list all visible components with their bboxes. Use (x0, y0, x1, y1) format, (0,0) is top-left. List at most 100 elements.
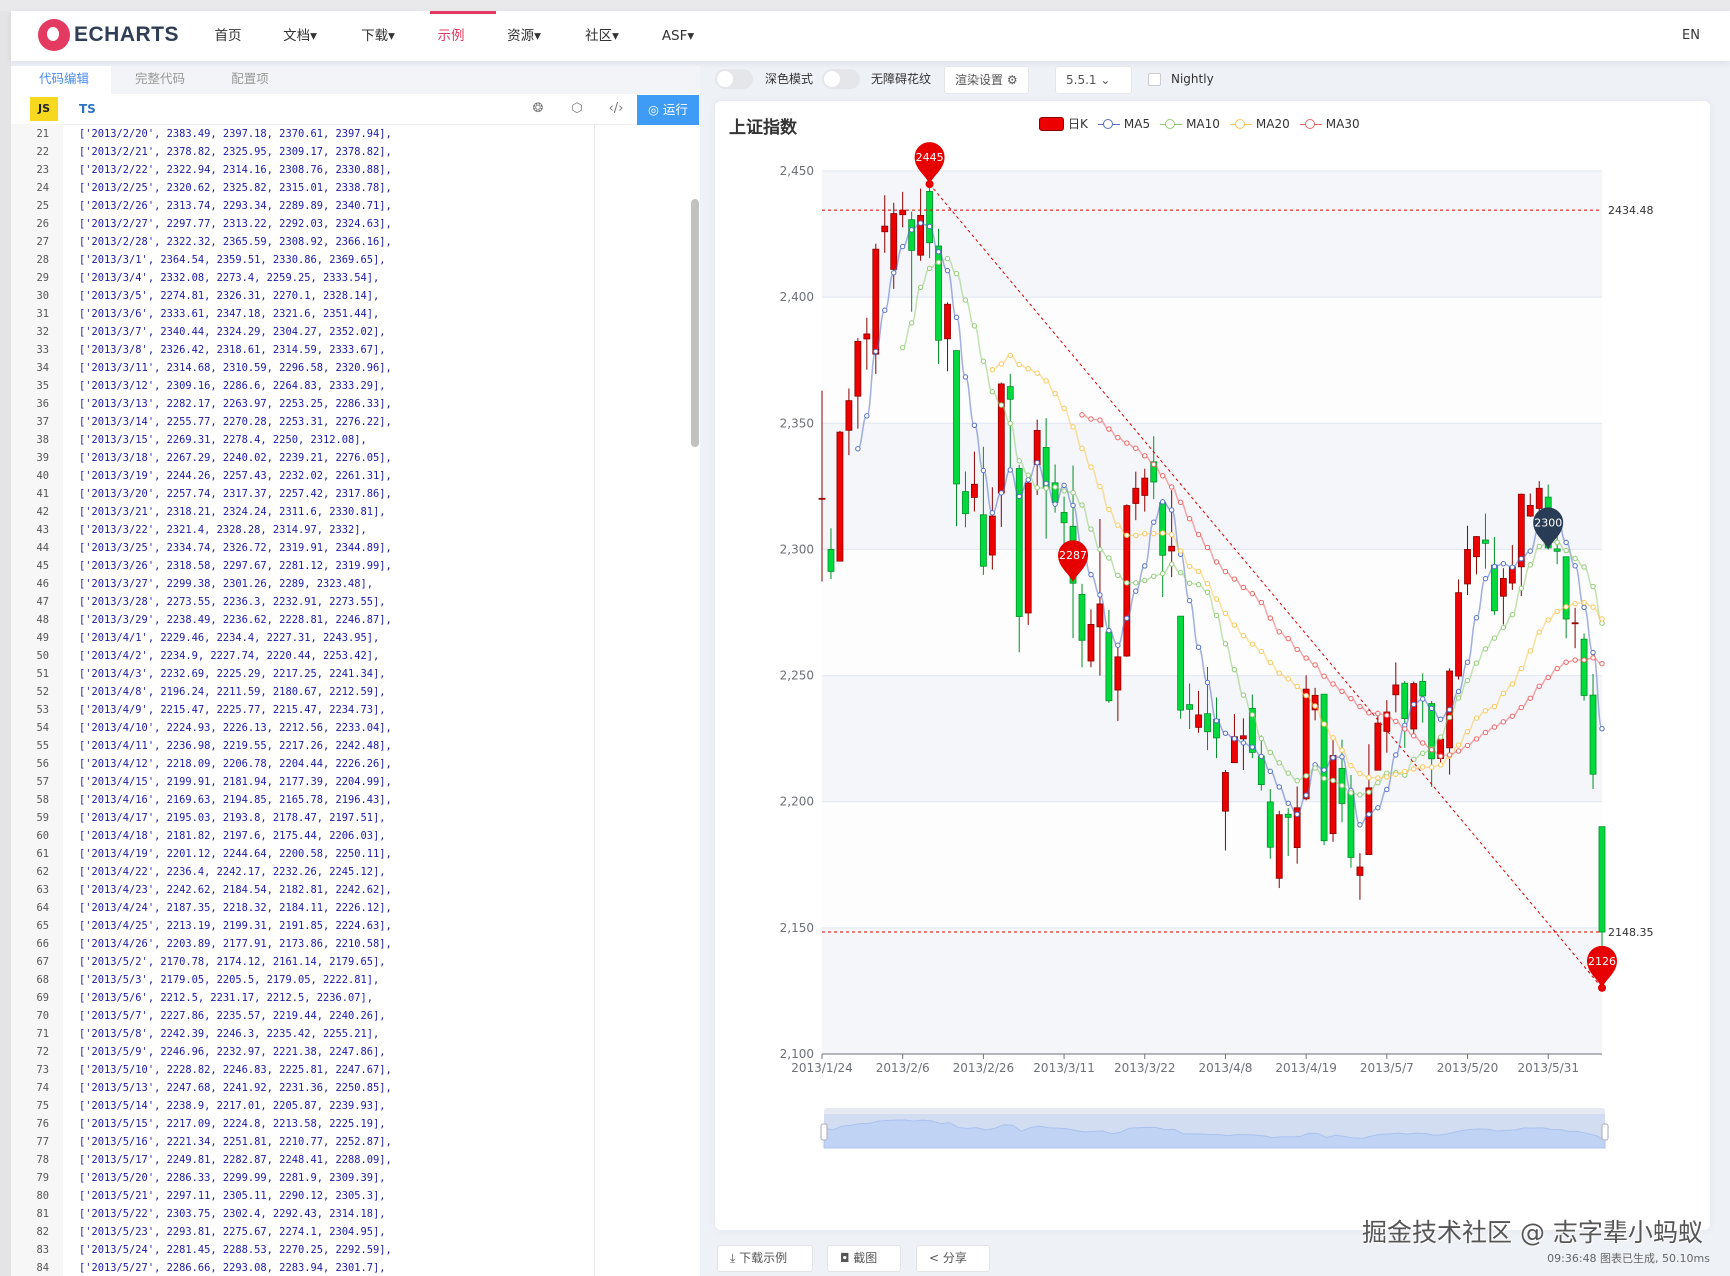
ma5-point (962, 374, 969, 380)
legend-item-ma20[interactable]: MA20 (1229, 117, 1290, 131)
legend-item-ma30[interactable]: MA30 (1299, 117, 1360, 131)
candle (818, 390, 826, 582)
ma20-point (1419, 764, 1426, 770)
echarts-logo[interactable]: ECHARTS (38, 19, 179, 51)
nightly-checkbox[interactable] (1148, 73, 1161, 86)
line-number: 78 (36, 1154, 49, 1166)
split-area (822, 675, 1602, 802)
code-text: ['2013/5/20', 2286.33, 2299.99, 2281.9, … (79, 1172, 386, 1184)
candle (845, 388, 853, 456)
candle-body (953, 350, 960, 485)
legend-item-ma5[interactable]: MA5 (1097, 117, 1150, 131)
code-text: ['2013/4/19', 2201.12, 2244.64, 2200.58,… (79, 848, 392, 860)
x-tick-label: 2013/3/22 (1114, 1061, 1176, 1075)
y-tick-label: 2,300 (780, 542, 814, 556)
mark-point-label: 2287 (1059, 549, 1087, 562)
ma20-point (1052, 390, 1058, 397)
ma30-point (1285, 635, 1291, 642)
code-line: 51 ['2013/4/3', 2232.69, 2225.29, 2217.25… (11, 665, 691, 683)
code-text: ['2013/5/14', 2238.9, 2217.01, 2205.87, … (79, 1100, 386, 1112)
screenshot-button[interactable]: ◘ 截图 (827, 1245, 901, 1272)
ma5-point (864, 413, 870, 419)
ma30-point (1079, 412, 1085, 418)
candlestick-chart[interactable]: 2,100 2,150 2,200 2,250 2,300 2,350 2,400 2,450… (715, 101, 1710, 1230)
y-tick-label: 2,150 (780, 921, 814, 935)
tab-options[interactable]: 配置项 (231, 71, 269, 86)
code-scrollbar[interactable] (691, 199, 699, 447)
nav-community[interactable]: 社区▾ (585, 28, 619, 44)
legend-item-daily-k[interactable]: 日K (1039, 115, 1088, 132)
ma5-point (1061, 482, 1067, 489)
ma5-point (1159, 499, 1166, 505)
datazoom-left-handle[interactable] (820, 1123, 828, 1141)
nav-home[interactable]: 首页 (214, 28, 242, 44)
ma5-point (1142, 563, 1148, 569)
ma10-point (1581, 564, 1587, 570)
ma30-point (1097, 417, 1103, 423)
ma5-point (1052, 501, 1058, 507)
line-number: 27 (36, 236, 49, 248)
browser-left-strip (0, 11, 11, 1276)
split-area (822, 297, 1602, 424)
code-icon[interactable]: ‹/› (608, 101, 624, 116)
code-line: 44 ['2013/3/25', 2334.74, 2326.72, 2319.9… (11, 539, 691, 557)
line-number: 51 (36, 668, 49, 680)
tab-full-code[interactable]: 完整代码 (134, 71, 186, 86)
ma10-point (1500, 624, 1507, 631)
print-margin (594, 124, 595, 1276)
code-line: 75 ['2013/5/14', 2238.9, 2217.01, 2205.87… (11, 1097, 691, 1115)
ma30-point (1231, 576, 1238, 582)
datazoom-right-handle[interactable] (1601, 1123, 1609, 1141)
code-text: ['2013/3/19', 2244.26, 2257.43, 2232.02,… (79, 470, 392, 482)
code-text: ['2013/4/12', 2218.09, 2206.78, 2204.44,… (79, 758, 392, 770)
ma30-point (1133, 445, 1139, 451)
language-switch[interactable]: EN (1682, 28, 1700, 43)
ma5-point (1446, 706, 1453, 713)
nav-examples[interactable]: 示例 (437, 28, 465, 44)
ma5-point (953, 314, 960, 321)
ma30-point (1168, 484, 1175, 490)
code-line: 54 ['2013/4/10', 2224.93, 2226.13, 2212.5… (11, 719, 691, 737)
lang-js-button[interactable]: JS (30, 97, 58, 121)
code-text: ['2013/4/11', 2236.98, 2219.55, 2217.26,… (79, 740, 392, 752)
nav-resources[interactable]: 资源▾ (507, 28, 541, 44)
ma20-point (1357, 770, 1363, 777)
code-text: ['2013/5/27', 2286.66, 2293.08, 2283.94,… (79, 1262, 386, 1274)
candle-body (1132, 487, 1140, 504)
ma5-point (989, 510, 996, 516)
ma20-point (1572, 601, 1578, 607)
legend-item-ma10[interactable]: MA10 (1160, 117, 1220, 131)
version-select[interactable]: 5.5.1 ⌄ (1055, 66, 1132, 94)
cube-icon[interactable]: ⬡ (571, 101, 583, 116)
format-icon[interactable]: ❂ (532, 101, 544, 116)
code-line: 80 ['2013/5/21', 2297.11, 2305.11, 2290.1… (11, 1187, 691, 1205)
y-tick-label: 2,450 (780, 164, 814, 178)
aria-toggle[interactable] (822, 69, 860, 89)
download-example-button[interactable]: ⤓ 下载示例 (717, 1245, 813, 1272)
nav-download[interactable]: 下载▾ (361, 28, 395, 44)
code-text: ['2013/3/14', 2255.77, 2270.28, 2253.31,… (79, 416, 392, 428)
tab-code-edit[interactable]: 代码编辑 (38, 71, 90, 86)
code-text: ['2013/5/2', 2170.78, 2174.12, 2161.14, … (79, 956, 386, 968)
nav-asf[interactable]: ASF▾ (661, 28, 695, 44)
preview-toolbar: 深色模式 无障碍花纹 渲染设置 ⚙ 5.5.1 ⌄ Nightly (715, 66, 1715, 94)
dark-mode-toggle[interactable] (715, 69, 753, 89)
candle-body (1060, 511, 1068, 524)
code-text: ['2013/4/2', 2234.9, 2227.74, 2220.44, 2… (79, 650, 380, 662)
share-button[interactable]: < 分享 (916, 1245, 990, 1272)
line-number: 61 (36, 848, 49, 860)
candle (854, 338, 862, 429)
lang-ts-button[interactable]: TS (79, 102, 96, 116)
line-number: 60 (36, 830, 49, 842)
ma10-point (1482, 646, 1489, 652)
candle-body (1293, 807, 1301, 848)
ma20-point (1599, 616, 1605, 622)
line-number: 57 (36, 776, 49, 788)
candle (1284, 807, 1292, 857)
nav-docs[interactable]: 文档▾ (283, 28, 317, 44)
render-settings-button[interactable]: 渲染设置 ⚙ (944, 66, 1029, 94)
candle-body (872, 248, 880, 355)
ma30-point (1106, 426, 1112, 432)
run-button[interactable]: ◎ 运行 (637, 95, 699, 125)
code-editor[interactable]: 21 ['2013/2/20', 2383.49, 2397.18, 2370.6… (11, 124, 700, 1276)
